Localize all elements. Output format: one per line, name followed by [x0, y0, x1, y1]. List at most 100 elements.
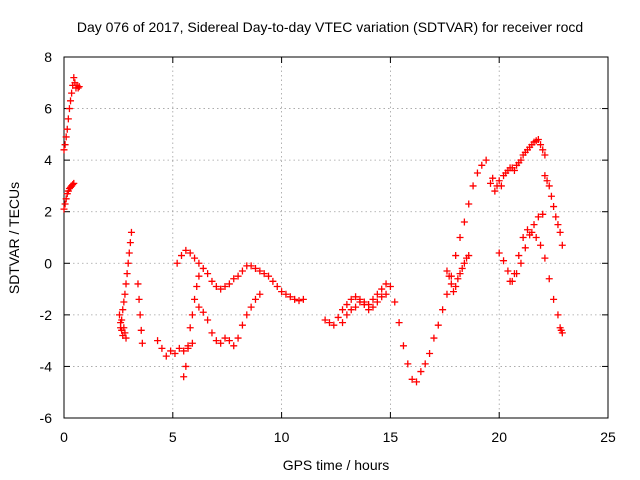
- data-point: [473, 169, 481, 177]
- data-point: [195, 303, 203, 311]
- series-s11: [339, 290, 390, 327]
- y-tick-label: -2: [40, 307, 53, 323]
- data-point: [486, 179, 494, 187]
- data-point: [399, 342, 407, 350]
- series-s8: [173, 246, 307, 305]
- data-point: [273, 282, 281, 290]
- data-point: [65, 105, 73, 113]
- data-point: [517, 156, 525, 164]
- data-point: [426, 350, 434, 358]
- data-point: [299, 295, 307, 303]
- data-point: [225, 280, 233, 288]
- data-point: [443, 267, 451, 275]
- data-point: [456, 234, 464, 241]
- data-point: [208, 277, 216, 285]
- series-s4: [115, 311, 130, 342]
- data-point: [204, 270, 212, 278]
- data-point: [217, 339, 225, 347]
- data-point: [186, 249, 194, 257]
- data-point: [445, 272, 453, 280]
- data-point: [521, 244, 529, 252]
- series-s9: [195, 290, 264, 350]
- data-point: [191, 254, 199, 262]
- data-point: [221, 334, 229, 342]
- data-point: [369, 295, 377, 303]
- data-point: [269, 277, 277, 285]
- y-tick-label: 0: [44, 255, 52, 271]
- data-point: [251, 295, 259, 303]
- data-point: [199, 308, 207, 316]
- series-s5: [134, 280, 146, 347]
- data-point: [413, 378, 421, 386]
- data-point: [373, 290, 381, 298]
- data-point: [182, 246, 190, 254]
- data-point: [180, 347, 188, 355]
- data-point: [188, 311, 196, 319]
- y-axis: -6 -4 -2 0 2 4 6 8: [40, 49, 608, 426]
- y-tick-label: 4: [44, 152, 52, 168]
- series-s15: [506, 226, 562, 319]
- data-point: [541, 254, 549, 262]
- y-axis-label: SDTVAR / TECUs: [6, 182, 22, 294]
- data-point: [234, 272, 242, 280]
- data-point: [325, 319, 333, 327]
- data-point: [195, 259, 203, 267]
- data-point: [120, 324, 128, 332]
- data-point: [556, 228, 564, 236]
- data-point: [204, 316, 212, 324]
- data-point: [465, 200, 473, 208]
- data-point: [495, 177, 503, 185]
- data-point: [291, 295, 299, 303]
- data-point: [182, 362, 190, 370]
- data-point: [537, 241, 545, 249]
- data-point: [541, 172, 549, 180]
- data-point: [171, 350, 179, 358]
- data-point: [408, 375, 416, 383]
- data-point: [550, 295, 558, 303]
- data-point: [510, 270, 518, 278]
- data-point: [386, 282, 394, 290]
- data-point: [378, 285, 386, 293]
- data-point: [175, 344, 183, 352]
- data-point: [278, 288, 286, 296]
- data-point: [260, 270, 268, 278]
- data-point: [247, 262, 255, 270]
- data-point: [421, 360, 429, 368]
- series-s16: [541, 172, 566, 249]
- data-point: [330, 321, 338, 329]
- data-point: [517, 259, 525, 267]
- data-point: [360, 301, 368, 309]
- chart-title: Day 076 of 2017, Sidereal Day-to-day VTE…: [77, 19, 583, 35]
- data-point: [162, 352, 170, 360]
- x-tick-label: 0: [60, 429, 68, 445]
- y-tick-label: -4: [40, 358, 53, 374]
- grid: [64, 57, 608, 418]
- data-point: [120, 298, 128, 306]
- data-point: [365, 306, 373, 314]
- data-point: [217, 285, 225, 293]
- data-point: [184, 344, 192, 352]
- x-tick-label: 25: [600, 429, 616, 445]
- data-point: [60, 205, 68, 213]
- data-point: [478, 161, 486, 169]
- data-point: [115, 311, 123, 319]
- data-point: [452, 282, 460, 290]
- data-point: [135, 295, 143, 303]
- data-point: [339, 306, 347, 314]
- data-point: [334, 313, 342, 321]
- data-point: [373, 298, 381, 306]
- data-point: [343, 311, 351, 319]
- data-point: [482, 156, 490, 164]
- data-point: [541, 151, 549, 159]
- data-point: [439, 306, 447, 314]
- series-s3: [117, 228, 135, 332]
- data-point: [256, 290, 264, 298]
- data-point: [286, 293, 294, 301]
- data-point: [122, 334, 130, 342]
- data-point: [125, 249, 133, 257]
- data-point: [212, 337, 220, 345]
- x-tick-label: 15: [383, 429, 399, 445]
- series-s12: [443, 252, 473, 296]
- data-point: [137, 326, 145, 334]
- data-point: [234, 334, 242, 342]
